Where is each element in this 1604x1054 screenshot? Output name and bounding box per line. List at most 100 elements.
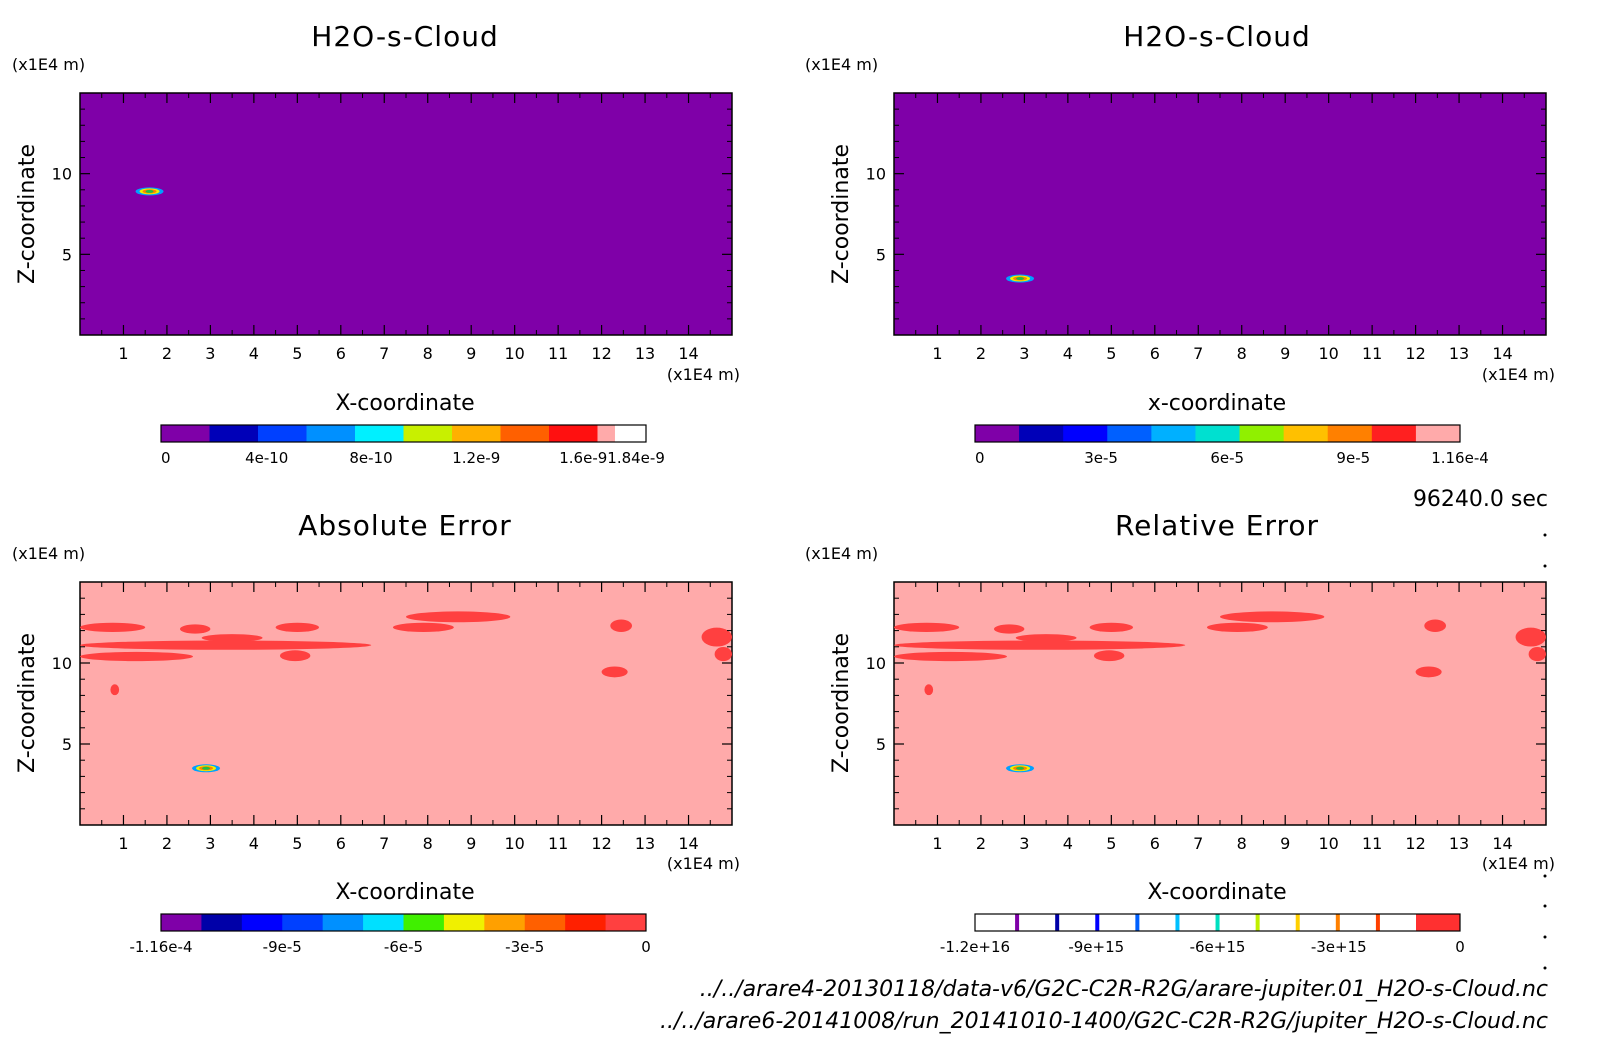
feature-spot: [202, 766, 211, 770]
panel-absolute-error: Absolute Error (x1E4 m) 1 2 3 4 5 6 7 8 9 10 11 12 1…: [12, 509, 740, 956]
colorbar-line: [1175, 914, 1180, 931]
y-tick-label: 10: [52, 165, 72, 184]
error-patch: [279, 650, 311, 662]
x-tick-label: 2: [976, 344, 986, 363]
x-tick-label: 7: [379, 344, 389, 363]
panel-h2o-cloud-right: H2O-s-Cloud (x1E4 m) 1 2 3 4 5 6 7 8 9 10 11 12 13 14…: [805, 20, 1555, 467]
margin-dot: [1543, 874, 1547, 878]
error-patch: [1415, 666, 1442, 678]
x-tick-label: 14: [678, 834, 698, 853]
error-patch: [894, 651, 1008, 662]
colorbar-swatch: [975, 425, 1020, 442]
x-tick-label: 4: [249, 344, 259, 363]
colorbar: 0 4e-10 8e-10 1.2e-9 1.6e-91.84e-9: [160, 424, 665, 467]
colorbar-tick-label: -3e-5: [505, 938, 544, 956]
x-tick-label: 10: [1318, 344, 1338, 363]
colorbar-frame: [974, 424, 1461, 443]
plot-area: [893, 581, 1547, 826]
error-patch: [1089, 622, 1134, 632]
x-tick-label: 4: [1063, 834, 1073, 853]
y-unit-label: (x1E4 m): [805, 55, 878, 74]
x-tick-label: 1: [118, 834, 128, 853]
x-tick-label: 6: [1150, 834, 1160, 853]
x-tick-label: 8: [1237, 344, 1247, 363]
y-unit-label: (x1E4 m): [12, 544, 85, 563]
x-unit-label: (x1E4 m): [667, 365, 740, 384]
colorbar-tick-label: 0: [975, 449, 985, 467]
y-axis-label: Z-coordinate: [829, 144, 854, 284]
error-patch: [80, 622, 146, 632]
margin-dot: [1543, 533, 1547, 537]
x-tick-label: 4: [249, 834, 259, 853]
colorbar-swatch: [282, 914, 324, 931]
colorbar-swatch: [209, 425, 259, 442]
x-tick-label: 11: [1362, 344, 1382, 363]
colorbar-line: [1255, 914, 1260, 931]
colorbar-tick-label: -6e+15: [1190, 938, 1246, 956]
colorbar-tick-label: 3e-5: [1084, 449, 1118, 467]
colorbar-swatch: [484, 914, 526, 931]
x-tick-label: 3: [205, 344, 215, 363]
colorbar-swatch: [1371, 425, 1417, 442]
x-tick-label: 9: [1280, 344, 1290, 363]
x-tick-label: 6: [1150, 344, 1160, 363]
y-tick-label: 10: [866, 165, 886, 184]
panel-h2o-cloud-left: H2O-s-Cloud (x1E4 m) 1 2 3 4 5 6 7 8 9 10 11 12 13 14…: [12, 20, 740, 467]
colorbar-line: [1095, 914, 1100, 931]
colorbar-swatch: [1019, 425, 1064, 442]
colorbar-frame: [160, 913, 647, 932]
colorbar-swatch: [322, 914, 364, 931]
margin-dot: [1543, 935, 1547, 939]
x-tick-label: 13: [1449, 344, 1469, 363]
y-tick-label: 5: [876, 735, 886, 754]
x-axis-label: X-coordinate: [335, 880, 474, 905]
x-axis-label: X-coordinate: [1147, 880, 1286, 905]
colorbar-swatch: [1239, 425, 1285, 442]
y-axis-label: Z-coordinate: [15, 633, 40, 773]
colorbar-tick-label: -9e+15: [1068, 938, 1124, 956]
error-patch: [201, 634, 263, 642]
error-patch: [1528, 647, 1546, 662]
error-patch: [110, 684, 120, 696]
panel-title: Relative Error: [1115, 509, 1319, 542]
margin-dot: [1543, 564, 1547, 568]
feature-spot: [1016, 766, 1025, 770]
x-tick-label: 7: [1193, 344, 1203, 363]
colorbar-line: [1135, 914, 1140, 931]
error-patch: [1515, 627, 1546, 647]
y-tick-label: 5: [62, 735, 72, 754]
x-unit-label: (x1E4 m): [1482, 854, 1555, 873]
x-tick-label: 9: [466, 834, 476, 853]
feature-spot: [1016, 277, 1025, 281]
margin-dot: [1543, 904, 1547, 908]
x-tick-label: 4: [1063, 344, 1073, 363]
y-tick-label: 10: [866, 654, 886, 673]
x-tick-label: 8: [1237, 834, 1247, 853]
time-label: 96240.0 sec: [1413, 487, 1548, 512]
margin-dots: [1543, 533, 1547, 970]
feature-spot: [145, 189, 154, 193]
colorbar-swatch: [306, 425, 356, 442]
error-patch: [993, 624, 1025, 634]
x-tick-label: 13: [1449, 834, 1469, 853]
error-patch-layer: [80, 611, 732, 696]
panel-relative-error: Relative Error (x1E4 m) 1 2 3 4 5 6 7 8 9 10 11 12 1…: [805, 509, 1555, 956]
x-tick-label: 9: [466, 344, 476, 363]
x-tick-label: 2: [976, 834, 986, 853]
x-tick-label: 13: [635, 344, 655, 363]
colorbar-tick-label: -1.16e-4: [130, 938, 193, 956]
plot-area: [893, 92, 1547, 336]
x-tick-label: 5: [292, 834, 302, 853]
error-patch: [80, 640, 372, 650]
colorbar-line: [1015, 914, 1020, 931]
error-patch: [701, 627, 732, 647]
error-patch: [1015, 634, 1077, 642]
colorbar-line: [1295, 914, 1300, 931]
x-tick-label: 8: [423, 344, 433, 363]
x-tick-label: 1: [932, 834, 942, 853]
error-patch: [893, 640, 1186, 650]
colorbar-tick-label: 6e-5: [1210, 449, 1244, 467]
